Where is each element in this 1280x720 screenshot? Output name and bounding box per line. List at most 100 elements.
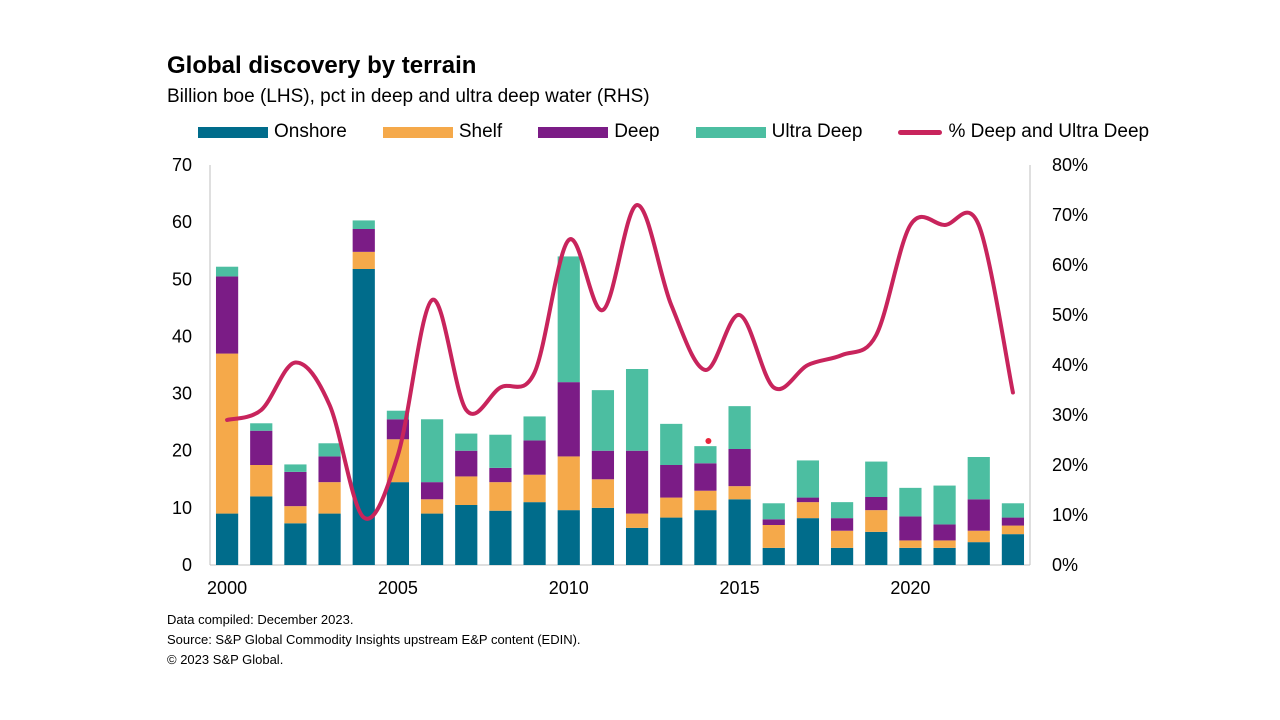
- bar-shelf: [796, 502, 820, 519]
- bar-onshore: [420, 513, 444, 565]
- bar-onshore: [591, 507, 615, 565]
- x-tick-label: 2005: [378, 578, 418, 598]
- bar-onshore: [284, 523, 307, 565]
- bar-deep: [660, 465, 683, 498]
- bar-shelf: [728, 486, 751, 500]
- y-tick-label-left: 40: [172, 326, 192, 346]
- legend-swatch-onshore: [198, 126, 268, 138]
- x-tick-label: 2015: [720, 578, 760, 598]
- bar-onshore: [933, 547, 956, 565]
- bar-deep: [1001, 517, 1025, 526]
- legend-label-onshore: Onshore: [274, 121, 347, 142]
- bar-deep: [899, 516, 922, 541]
- bar-ultra-deep: [796, 460, 820, 498]
- bar-ultra-deep: [899, 487, 922, 517]
- bar-onshore: [1001, 534, 1025, 565]
- legend-label-ultra-deep: Ultra Deep: [771, 121, 863, 142]
- bar-deep: [728, 449, 751, 487]
- bar-shelf: [455, 476, 478, 505]
- bar-onshore: [694, 510, 717, 565]
- legend-label-pct-deep: % Deep and Ultra Deep: [948, 121, 1150, 142]
- legend-item-pct-deep: % Deep and Ultra Deep: [898, 121, 1149, 143]
- bar-deep: [933, 524, 956, 541]
- chart-footer: Data compiled: December 2023. Source: S&…: [167, 610, 581, 670]
- bar-onshore: [557, 510, 580, 565]
- bar-deep: [830, 518, 854, 531]
- bar-shelf: [318, 482, 341, 514]
- y-tick-label-right: 20%: [1052, 455, 1088, 475]
- bar-ultra-deep: [318, 443, 341, 457]
- legend-label-deep: Deep: [614, 121, 660, 142]
- bar-deep: [557, 382, 580, 457]
- legend-item-shelf: Shelf: [382, 121, 503, 143]
- bar-onshore: [318, 513, 341, 565]
- bar-onshore: [762, 547, 785, 565]
- bar-deep: [865, 497, 888, 511]
- bar-shelf: [489, 482, 512, 511]
- y-tick-label-left: 20: [172, 441, 192, 461]
- bar-ultra-deep: [523, 416, 546, 441]
- y-tick-label-left: 50: [172, 269, 192, 289]
- bar-shelf: [591, 479, 615, 508]
- bar-shelf: [215, 353, 239, 514]
- bar-ultra-deep: [694, 446, 717, 464]
- bar-onshore: [660, 517, 683, 565]
- bar-ultra-deep: [284, 464, 307, 472]
- footer-line-compiled: Data compiled: December 2023.: [167, 612, 354, 627]
- bar-ultra-deep: [352, 220, 375, 229]
- bar-ultra-deep: [250, 423, 273, 431]
- chart-legend: Onshore Shelf Deep Ultra Deep % Deep and…: [198, 121, 1185, 143]
- bar-ultra-deep: [625, 369, 649, 451]
- bar-onshore: [386, 482, 410, 565]
- y-tick-label-left: 30: [172, 384, 192, 404]
- bar-deep: [762, 519, 785, 525]
- bar-deep: [694, 463, 717, 491]
- legend-item-ultra-deep: Ultra Deep: [695, 121, 863, 143]
- bar-onshore: [455, 505, 478, 565]
- bar-deep: [284, 471, 307, 507]
- bar-deep: [523, 440, 546, 475]
- bar-ultra-deep: [591, 390, 615, 451]
- bar-ultra-deep: [420, 419, 444, 483]
- legend-swatch-deep: [538, 126, 609, 138]
- bar-onshore: [830, 547, 854, 565]
- bar-shelf: [523, 474, 546, 503]
- bar-ultra-deep: [660, 423, 683, 465]
- bar-onshore: [796, 518, 820, 565]
- y-tick-label-left: 10: [172, 498, 192, 518]
- bar-deep: [796, 497, 820, 503]
- bar-onshore: [899, 547, 922, 565]
- bar-shelf: [625, 513, 649, 528]
- bar-deep: [591, 450, 615, 480]
- bar-onshore: [352, 269, 375, 565]
- bar-ultra-deep: [455, 433, 478, 451]
- bar-ultra-deep: [933, 485, 956, 525]
- bar-ultra-deep: [762, 503, 785, 520]
- legend-label-shelf: Shelf: [458, 121, 503, 142]
- x-tick-label: 2020: [890, 578, 930, 598]
- legend-swatch-shelf: [382, 126, 453, 138]
- bar-deep: [489, 467, 512, 483]
- bar-ultra-deep: [215, 266, 239, 277]
- footer-line-copyright: © 2023 S&P Global.: [167, 652, 284, 667]
- bar-onshore: [489, 510, 512, 565]
- bar-onshore: [523, 502, 546, 565]
- legend-swatch-ultra-deep: [695, 126, 766, 138]
- annotation-dot: [705, 438, 712, 444]
- bar-shelf: [762, 525, 785, 548]
- y-tick-label-left: 60: [172, 212, 192, 232]
- bar-shelf: [557, 456, 580, 511]
- bar-ultra-deep: [967, 457, 990, 500]
- y-tick-label-right: 40%: [1052, 355, 1088, 375]
- bar-deep: [250, 430, 273, 465]
- bar-deep: [625, 450, 649, 514]
- y-tick-label-right: 30%: [1052, 405, 1088, 425]
- bar-onshore: [250, 496, 273, 565]
- bar-deep: [967, 499, 990, 531]
- bar-onshore: [728, 499, 751, 565]
- bar-deep: [215, 276, 239, 354]
- y-tick-label-right: 60%: [1052, 255, 1088, 275]
- bar-deep: [420, 482, 444, 500]
- bar-shelf: [933, 540, 956, 548]
